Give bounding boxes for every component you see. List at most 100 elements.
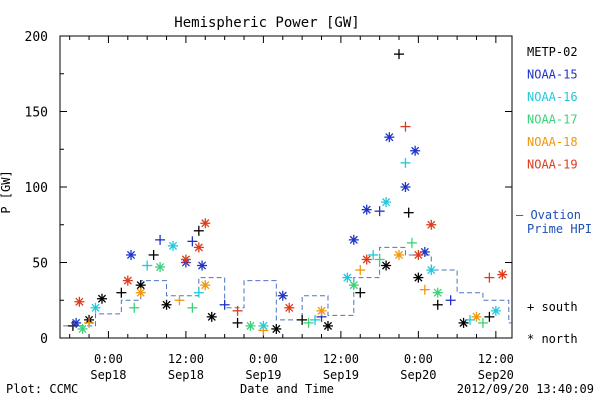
south-point [374, 206, 385, 217]
north-point [271, 323, 282, 334]
south-point [432, 299, 443, 310]
marker-stroke [278, 291, 287, 300]
marker-stroke [123, 276, 132, 285]
x-tick-date: Sep20 [478, 368, 514, 382]
y-tick-label: 100 [25, 181, 48, 196]
north-point [161, 299, 172, 310]
north-point [381, 197, 392, 208]
marker-stroke [201, 281, 210, 290]
marker-stroke [382, 198, 391, 207]
north-point [277, 290, 288, 301]
marker-stroke [126, 250, 136, 260]
x-tick-date: Sep19 [323, 368, 359, 382]
south-point [297, 314, 308, 325]
south-point [187, 236, 198, 247]
south-point [445, 295, 456, 306]
north-point [180, 254, 191, 265]
legend-model-line1: – Ovation [516, 208, 581, 222]
south-point [484, 272, 495, 283]
legend-entry: NOAA-17 [527, 113, 578, 127]
north-point [410, 145, 421, 156]
north-point [90, 302, 101, 313]
x-tick-label: 12:00 [168, 352, 204, 366]
marker-stroke [349, 281, 358, 290]
marker-stroke [91, 303, 100, 312]
legend-marker-key: + south [527, 300, 578, 314]
north-point [77, 323, 88, 334]
x-tick-label: 12:00 [478, 352, 514, 366]
north-point [432, 287, 443, 298]
marker-stroke [162, 300, 171, 309]
marker-stroke [349, 235, 358, 244]
marker-stroke [414, 273, 423, 282]
legend-entry: NOAA-19 [527, 158, 578, 172]
marker-stroke [433, 288, 442, 297]
marker-stroke [136, 288, 145, 297]
y-tick-label: 0 [40, 332, 48, 347]
marker-stroke [323, 321, 333, 330]
north-point [155, 262, 166, 273]
legend: METP-02 NOAA-15 NOAA-16 NOAA-17 NOAA-18 NOAA-… [516, 45, 592, 346]
marker-stroke [197, 261, 207, 270]
marker-stroke [97, 294, 107, 303]
marker-stroke [168, 241, 178, 250]
x-tick-label: 0:00 [94, 352, 123, 366]
south-point [84, 317, 95, 328]
north-point [168, 240, 178, 251]
marker-stroke [272, 324, 281, 333]
marker-stroke [285, 303, 294, 312]
south-point [406, 237, 417, 248]
south-point [355, 265, 366, 276]
south-point [403, 207, 414, 218]
south-point [477, 317, 488, 328]
north-point [413, 249, 424, 260]
north-point [426, 265, 437, 276]
y-tick-label: 200 [25, 30, 48, 45]
marker-stroke [382, 261, 391, 270]
south-point [116, 287, 127, 298]
north-point [193, 242, 204, 253]
y-tick-label: 50 [32, 257, 48, 272]
chart-title: Hemispheric Power [GW] [174, 15, 359, 31]
north-point [316, 305, 327, 316]
north-point [471, 311, 482, 322]
north-point [400, 182, 411, 192]
marker-stroke [427, 265, 436, 275]
y-tick-label: 150 [25, 106, 48, 121]
north-point [342, 272, 353, 283]
south-point [303, 317, 314, 328]
x-tick-date: Sep20 [400, 368, 436, 382]
north-point [458, 317, 469, 328]
plot-area: 0 50 100 150 200 0:00 Sep18 12:00 Sep18 0:00 Sep19… [25, 30, 514, 382]
x-tick-date: Sep18 [90, 368, 126, 382]
footer-timestamp: 2012/09/20 13:40:09 [457, 382, 594, 396]
north-point [348, 280, 359, 291]
north-point [497, 269, 508, 280]
x-tick-label: 0:00 [404, 352, 433, 366]
legend-entry: METP-02 [527, 45, 578, 59]
north-point [197, 260, 208, 271]
north-point [322, 320, 333, 331]
north-point [96, 293, 107, 304]
marker-stroke [72, 318, 81, 327]
south-point [174, 295, 185, 306]
marker-stroke [498, 270, 507, 279]
legend-entry: NOAA-16 [527, 90, 578, 104]
north-point [206, 311, 217, 322]
marker-stroke [317, 306, 326, 315]
south-point [193, 287, 204, 298]
north-point [245, 320, 256, 331]
north-point [71, 317, 82, 328]
north-point [348, 234, 359, 245]
south-point [232, 317, 243, 328]
north-point [135, 287, 146, 298]
north-point [135, 280, 146, 291]
marker-stroke [385, 133, 394, 142]
south-point [142, 260, 153, 271]
y-axis-label: P [GW] [0, 170, 13, 213]
marker-stroke [194, 243, 203, 252]
south-point [148, 249, 159, 260]
south-point [394, 49, 404, 60]
south-point [400, 157, 411, 168]
